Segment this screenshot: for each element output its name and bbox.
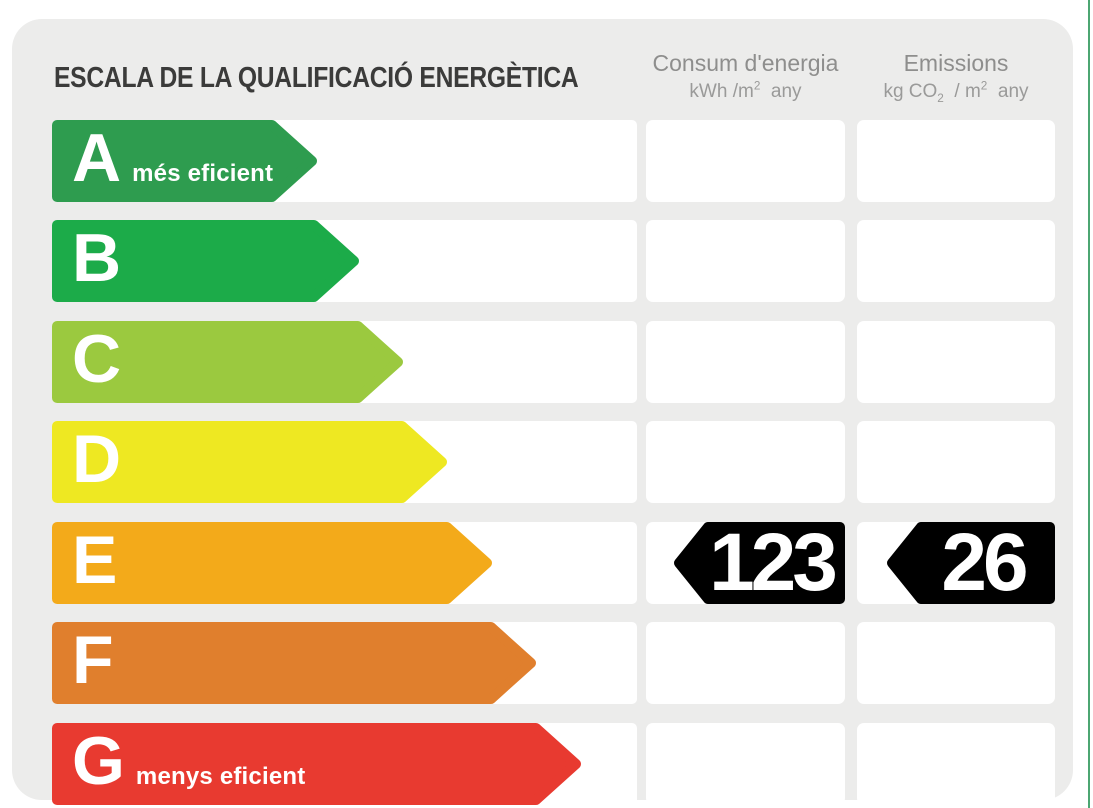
grade-arrow-A [52, 120, 317, 202]
emissions-unit-prefix: kg CO [883, 81, 938, 103]
grade-text-B: B [72, 224, 121, 292]
grade-band-G: G menys eficient [52, 723, 637, 805]
emissions-value: 26 [941, 517, 1028, 608]
grade-letter: A [72, 120, 122, 196]
emissions-cell-E: 26 [857, 522, 1055, 604]
grade-band-C: C [52, 321, 637, 403]
grade-text-G: G menys eficient [72, 727, 305, 795]
emissions-unit-suffix: any [987, 81, 1029, 103]
emissions-unit-sup: 2 [980, 80, 988, 94]
emissions-cell-B [857, 220, 1055, 302]
energy-cell-D [646, 421, 845, 503]
grade-band-A: A més eficient [52, 120, 637, 202]
grade-arrow-E [52, 522, 492, 604]
emissions-cell-F [857, 622, 1055, 704]
grade-band-D: D [52, 421, 637, 503]
grade-arrow-F [52, 622, 536, 704]
emissions-column-title: Emissions [903, 50, 1009, 76]
energy-cell-F [646, 622, 845, 704]
grade-arrow-D [52, 421, 447, 503]
grade-letter: B [72, 220, 122, 296]
energy-unit-suffix: any [760, 81, 802, 103]
chart-title: ESCALA DE LA QUALIFICACIÓ ENERGÈTICA [54, 62, 579, 94]
emissions-unit-sub: 2 [937, 92, 944, 106]
scale-row-C: C [12, 321, 1073, 403]
emissions-cell-G [857, 723, 1055, 805]
energy-tag: 123 [674, 522, 845, 604]
grade-label: menys eficient [135, 763, 306, 790]
energy-value: 123 [709, 517, 838, 608]
grade-band-B: B [52, 220, 637, 302]
grade-arrow-C [52, 321, 403, 403]
grade-letter: G [72, 723, 125, 799]
scale-row-D: D [12, 421, 1073, 503]
energy-column-unit: kWh /m2 any [646, 81, 845, 103]
energy-unit-prefix: kWh /m [689, 81, 754, 103]
column-header-energy: Consum d'energia kWh /m2 any [646, 50, 845, 103]
emissions-tag: 26 [887, 522, 1055, 604]
page-edge-accent-line [1088, 0, 1090, 808]
grade-letter: E [72, 522, 118, 598]
grade-text-F: F [72, 626, 114, 694]
grade-letter: F [72, 622, 114, 698]
energy-cell-C [646, 321, 845, 403]
emissions-column-unit: kg CO2 / m2 any [857, 80, 1055, 106]
grade-text-C: C [72, 325, 121, 393]
grade-label: més eficient [132, 160, 274, 187]
energy-unit-sup: 2 [753, 80, 761, 94]
grade-letter: D [72, 421, 122, 497]
scale-row-G: G menys eficient [12, 723, 1073, 805]
grade-text-D: D [72, 425, 121, 493]
energy-column-title: Consum d'energia [652, 50, 839, 76]
energy-cell-E: 123 [646, 522, 845, 604]
emissions-cell-D [857, 421, 1055, 503]
scale-row-F: F [12, 622, 1073, 704]
scale-row-E: E 123 26 [12, 522, 1073, 604]
grade-letter: C [72, 321, 122, 397]
emissions-cell-A [857, 120, 1055, 202]
emissions-unit-mid: / m [943, 81, 981, 103]
energy-tag-shape [674, 522, 845, 604]
grade-band-E: E [52, 522, 637, 604]
scale-row-B: B [12, 220, 1073, 302]
rating-panel: ESCALA DE LA QUALIFICACIÓ ENERGÈTICA Con… [12, 19, 1073, 805]
grade-arrow-B [52, 220, 359, 302]
scale-row-A: A més eficient [12, 120, 1073, 202]
grade-text-E: E [72, 526, 117, 594]
energy-cell-B [646, 220, 845, 302]
emissions-cell-C [857, 321, 1055, 403]
grade-text-A: A més eficient [72, 124, 273, 192]
emissions-tag-shape [887, 522, 1055, 604]
grade-arrow-G [52, 723, 581, 805]
grade-band-F: F [52, 622, 637, 704]
column-header-emissions: Emissions kg CO2 / m2 any [857, 50, 1055, 106]
energy-cell-G [646, 723, 845, 805]
energy-cell-A [646, 120, 845, 202]
